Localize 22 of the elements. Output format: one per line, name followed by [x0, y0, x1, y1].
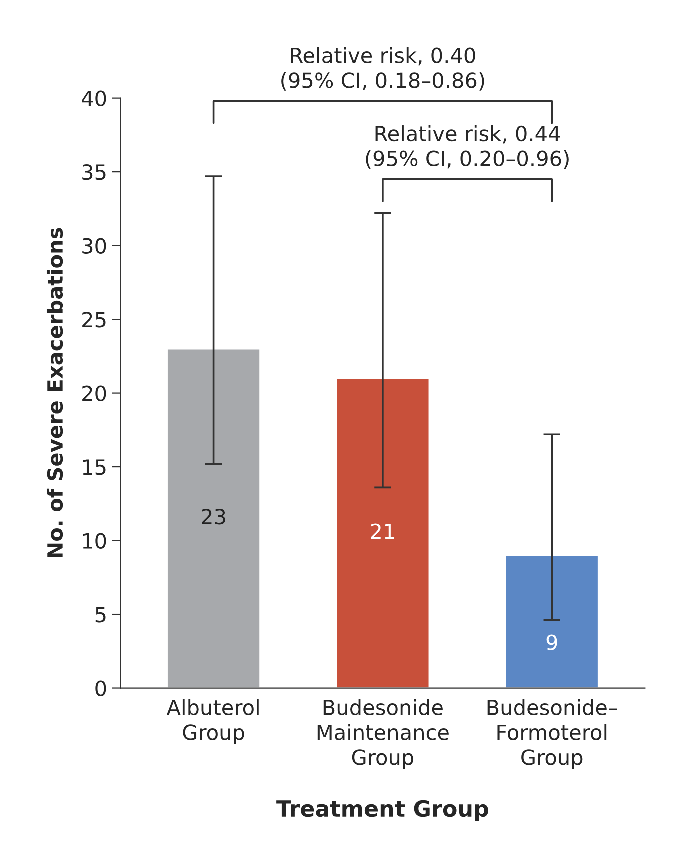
y-tick-label: 15: [83, 460, 106, 476]
y-tick-label: 20: [82, 386, 106, 402]
x-axis-title: Treatment Group: [276, 800, 488, 822]
data-label: 9: [546, 634, 558, 651]
x-tick-label: Budesonide– Formoterol Group: [488, 699, 618, 770]
x-tick-label: Albuterol Group: [166, 699, 259, 744]
y-tick-label: 0: [96, 680, 106, 696]
y-tick-label: 10: [83, 533, 106, 549]
bar: [336, 378, 430, 688]
y-tick-label: 25: [82, 312, 106, 328]
bar: [166, 348, 262, 688]
y-axis-title: No. of Severe Exacerbations: [46, 228, 64, 558]
y-tick-label: 40: [82, 90, 106, 107]
y-tick-label: 5: [96, 607, 106, 623]
text: Relative risk, 0.40 (95% CI, 0.18–0.86): [282, 47, 484, 91]
data-label: 23: [202, 508, 226, 525]
data-label: 21: [371, 524, 394, 540]
y-tick-label: 35: [82, 164, 106, 180]
y-tick-label: 30: [82, 238, 106, 254]
annotation: Relative risk, 0.44 (95% CI, 0.20–0.96): [366, 126, 569, 170]
x-tick-label: Budesonide Maintenance Group: [318, 699, 449, 770]
bar: [504, 554, 600, 688]
